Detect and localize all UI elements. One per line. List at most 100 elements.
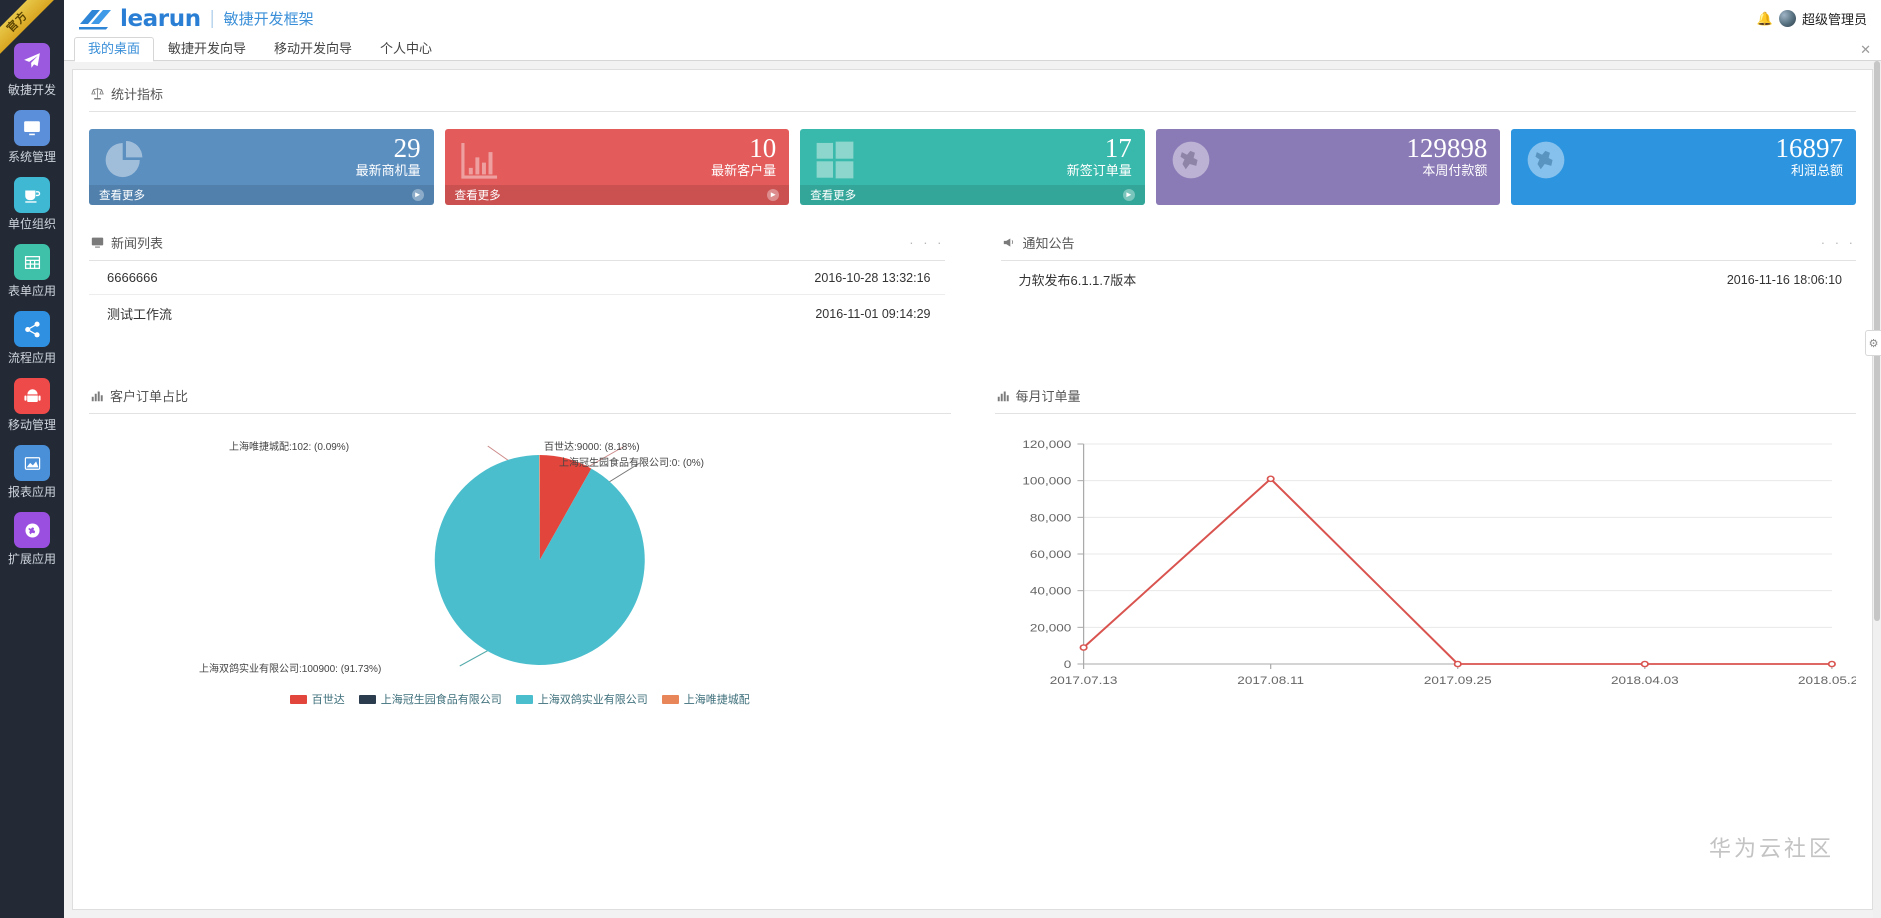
tab-1[interactable]: 敏捷开发向导 [168,41,247,56]
tab-0[interactable]: 我的桌面 [74,37,155,62]
sidebar-item-label: 单位组织 [7,217,56,231]
y-tick-1: 20,000 [1029,622,1071,634]
sidebar-item-7[interactable]: 扩展应用 [0,505,64,572]
stat-card-more[interactable]: 查看更多 ► [800,185,1145,205]
data-point-2[interactable] [1453,660,1462,668]
data-point-4[interactable] [1827,660,1836,668]
list-item[interactable]: 力软发布6.1.1.7版本 2016-11-16 18:06:10 [1001,261,1857,298]
stat-card-label: 利润总额 [1790,163,1843,178]
stat-card-label: 最新客户量 [711,163,777,178]
legend-swatch [661,694,679,704]
sidebar-item-0[interactable]: 敏捷开发 [0,36,64,103]
sidebar-item-label: 流程应用 [7,351,56,365]
sidebar-item-label: 敏捷开发 [7,83,56,97]
username-label[interactable]: 超级管理员 [1801,12,1867,27]
stat-card-2[interactable]: 17 新签订单量 查看更多 ► [800,129,1145,205]
legend-item-3[interactable]: 上海唯捷城配 [661,691,750,707]
line-chart-column: 每月订单量 0 20,000 40,000 60,000 80,000 100,000 12… [973,372,1865,732]
sidebar-nav-list: 敏捷开发系统管理单位组织表单应用流程应用移动管理 报表应用 扩展应用 [0,36,64,572]
list-item[interactable]: 测试工作流 2016-11-01 09:14:29 [89,295,945,332]
sidebar-item-5[interactable]: 移动管理 [0,371,64,438]
paper-plane-icon [14,43,50,79]
stat-card-1[interactable]: 10 最新客户量查看更多 ► [444,129,790,205]
stat-card-value: 16897 [1775,133,1843,163]
data-point-1[interactable] [1266,475,1275,483]
data-point-3[interactable] [1640,660,1649,668]
y-tick-5: 100,000 [1022,475,1071,487]
list-item[interactable]: 6666666 2016-10-28 13:32:16 [89,261,945,295]
x-tick-2: 2017.09.25 [1423,674,1491,686]
sidebar-item-4[interactable]: 流程应用 [0,304,64,371]
legend-item-2[interactable]: 上海双鸽实业有限公司 [515,691,648,707]
notice-more-icon[interactable]: · · · [1820,235,1856,250]
avatar[interactable] [1778,10,1796,27]
gear-icon[interactable]: ⚙ [1865,330,1881,356]
stat-card-3[interactable]: 129898 本周付款额 [1155,129,1501,205]
stat-card-more[interactable]: 查看更多 ► [444,185,790,205]
page-scrollbar[interactable] [1873,61,1881,918]
sidebar-item-label: 表单应用 [7,284,56,298]
stat-card-4[interactable]: 16897 利润总额 [1511,129,1856,205]
y-tick-4: 80,000 [1029,512,1071,524]
legend-label: 上海唯捷城配 [683,694,750,706]
legend-item-1[interactable]: 上海冠生园食品有限公司 [358,691,502,707]
news-more-icon[interactable]: · · · [909,235,945,250]
tab-3[interactable]: 个人中心 [380,41,433,56]
learun-logo-icon [78,8,112,30]
y-tick-2: 40,000 [1029,585,1071,597]
windows-icon [814,139,856,186]
watermark: 华为云社区 [1708,836,1834,861]
bar-chart-icon [997,390,1009,402]
brand-name: learun [120,5,201,32]
main-column: learun | 敏捷开发框架 🔔 超级管理员 我的桌面 敏捷开发向导 移动开发向导… [64,0,1881,918]
stat-card-more[interactable]: 查看更多 ► [89,185,434,205]
pie-slice-2[interactable] [434,455,645,665]
data-point-0[interactable] [1079,644,1088,651]
tab-2[interactable]: 移动开发向导 [274,41,353,56]
list-item-date: 2016-11-16 18:06:10 [1726,272,1842,287]
official-ribbon-label: 官方 [0,0,58,62]
notice-list: 力软发布6.1.1.7版本 2016-11-16 18:06:10 [1001,261,1857,298]
pie-chart-title: 客户订单占比 [110,389,189,404]
pie-slice-0[interactable] [539,455,592,560]
sidebar-item-6[interactable]: 报表应用 [0,438,64,505]
notice-title: 通知公告 [1022,236,1075,251]
x-tick-4: 2018.05.21 [1798,674,1856,686]
notice-column: 通知公告 · · · 力软发布6.1.1.7版本 2016-11-16 18:06… [973,219,1857,332]
pie-callout-0: 上海唯捷城配:102: (0.09%) [229,442,350,453]
y-tick-0: 0 [1063,658,1071,670]
content-area: 统计指标 29 最新商机量 查看更多 ► 10 最新客户量 查看更多 ► 17 新签订单量 查看更多… [64,61,1881,918]
stat-card-value: 10 [749,133,777,163]
tab-list: 我的桌面 敏捷开发向导 移动开发向导 个人中心 [74,37,446,62]
sidebar-item-2[interactable]: 单位组织 [0,170,64,237]
list-item-date: 2016-10-28 13:32:16 [814,270,931,285]
pie-callout-2: 上海冠生园食品有限公司:0: (0%) [559,458,705,469]
sidebar-item-label: 系统管理 [7,150,56,164]
legend-label: 百世达 [311,694,345,706]
notice-header: 通知公告 · · · [1000,219,1856,261]
sidebar-item-1[interactable]: 系统管理 [0,103,64,170]
news-column: 新闻列表 · · · 6666666 2016-10-28 13:32:16 测试工… [89,219,973,332]
y-tick-3: 60,000 [1029,548,1071,560]
sidebar-item-3[interactable]: 表单应用 [0,237,64,304]
pie-chart-header: 客户订单占比 [89,372,951,414]
legend-swatch [358,694,376,704]
stat-card-value: 129898 [1406,133,1488,163]
balance-scale-icon [91,87,104,100]
tab-bar: 我的桌面 敏捷开发向导 移动开发向导 个人中心 ✕ [64,37,1881,62]
dashboard-panel: 统计指标 29 最新商机量 查看更多 ► 10 最新客户量 查看更多 ► 17 新签订单量 查看更多… [72,69,1873,910]
close-icon[interactable]: ✕ [1860,42,1871,57]
monitor-icon [14,110,50,146]
stat-card-0[interactable]: 29 最新商机量 查看更多 ► [89,129,434,205]
brand[interactable]: learun | 敏捷开发框架 [78,6,314,32]
line-chart-header: 每月订单量 [994,372,1856,414]
monitor-icon [91,236,104,249]
list-item-title: 力软发布6.1.1.7版本 [1018,273,1137,288]
news-list: 6666666 2016-10-28 13:32:16 测试工作流 2016-11-0… [89,261,945,332]
x-tick-0: 2017.07.13 [1049,674,1117,686]
bell-icon[interactable]: 🔔 [1756,10,1773,26]
line-chart-title: 每月订单量 [1015,389,1081,404]
x-tick-1: 2017.08.11 [1237,674,1304,686]
charts-row: 客户订单占比 上海唯捷城配:102: (0.09%) 百世达:9000: (8.… [89,372,1865,732]
legend-item-0[interactable]: 百世达 [289,691,345,707]
